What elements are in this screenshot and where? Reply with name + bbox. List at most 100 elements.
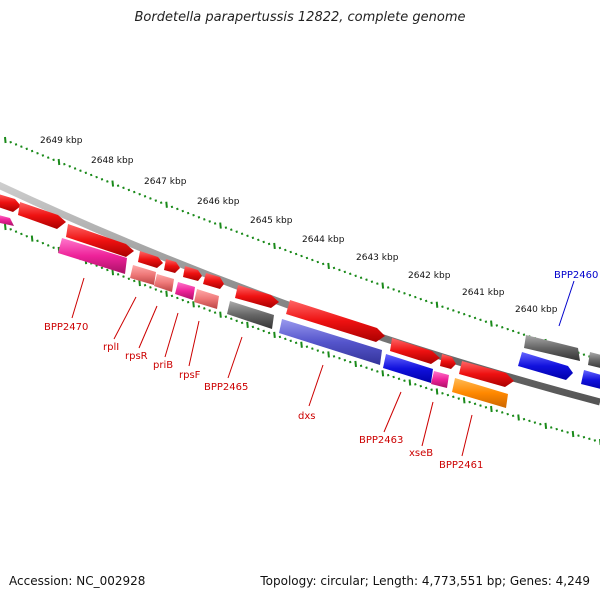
minor-tick	[25, 234, 29, 238]
minor-tick	[154, 288, 158, 291]
minor-tick	[386, 373, 390, 377]
major-tick	[490, 405, 493, 413]
gene-arrow[interactable]	[175, 282, 195, 300]
accession-label: Accession: NC_002928	[9, 574, 146, 588]
minor-tick	[116, 184, 120, 187]
major-tick	[273, 242, 276, 250]
tick-label: 2648 kbp	[91, 156, 134, 166]
map-title: Bordetella parapertussis 12822, complete…	[134, 10, 466, 25]
minor-tick	[484, 406, 488, 409]
gene-label-dxs[interactable]: dxs	[298, 411, 315, 422]
tick-label: 2646 kbp	[197, 197, 240, 207]
genome-backbone	[0, 181, 600, 406]
gene-arrow[interactable]	[164, 259, 180, 273]
gene-label-rpsr[interactable]: rpsR	[125, 351, 148, 362]
minor-tick	[343, 358, 347, 362]
minor-tick	[468, 400, 471, 404]
gene-arrow[interactable]	[440, 354, 456, 369]
minor-tick	[251, 325, 255, 329]
minor-tick	[116, 273, 120, 276]
minor-tick	[213, 222, 217, 225]
minor-tick	[246, 234, 249, 238]
gene-arrow[interactable]	[227, 301, 274, 329]
minor-tick	[392, 375, 395, 379]
gene-arrow[interactable]	[279, 319, 382, 365]
minor-tick	[192, 213, 195, 217]
gene-arrow[interactable]	[203, 273, 224, 289]
major-tick	[327, 351, 330, 358]
gene-arrow[interactable]	[0, 214, 14, 226]
minor-tick	[305, 256, 309, 260]
gene-label-xseb[interactable]: xseB	[409, 448, 433, 459]
minor-tick	[311, 258, 314, 262]
gene-label-prib[interactable]: priB	[153, 360, 173, 371]
gene-arrow[interactable]	[383, 354, 433, 383]
minor-tick	[305, 345, 309, 348]
minor-tick	[539, 422, 542, 426]
minor-tick	[479, 318, 482, 322]
minor-tick	[506, 327, 509, 331]
minor-tick	[484, 320, 488, 323]
minor-tick	[528, 419, 531, 423]
minor-tick	[365, 366, 368, 370]
minor-tick	[262, 329, 265, 333]
minor-tick	[582, 435, 586, 439]
minor-tick	[522, 333, 526, 336]
gene-arrow[interactable]	[18, 202, 66, 229]
gene-arrow[interactable]	[431, 371, 449, 388]
minor-tick	[9, 228, 12, 231]
gene-label-bpp2470[interactable]: BPP2470	[44, 322, 88, 333]
minor-tick	[213, 311, 217, 314]
minor-tick	[446, 307, 450, 310]
gene-label-bpp2460[interactable]: BPP2460	[554, 270, 598, 281]
gene-label-bpp2461[interactable]: BPP2461	[439, 460, 483, 471]
minor-tick	[224, 315, 228, 319]
gene-label-rpli[interactable]: rplI	[103, 342, 119, 353]
minor-tick	[138, 192, 141, 196]
minor-tick	[457, 311, 461, 314]
gene-arrow[interactable]	[183, 266, 202, 281]
gene-arrow[interactable]	[286, 300, 385, 342]
minor-tick	[284, 337, 287, 341]
minor-tick	[262, 240, 265, 244]
gene-arrow[interactable]	[130, 265, 156, 285]
minor-tick	[495, 324, 499, 327]
gene-arrow[interactable]	[66, 224, 134, 257]
minor-tick	[149, 197, 152, 200]
gene-arrow[interactable]	[194, 289, 219, 309]
minor-tick	[397, 377, 401, 381]
gene-arrow[interactable]	[459, 361, 514, 387]
gene-arrow[interactable]	[154, 274, 174, 292]
minor-tick	[522, 417, 526, 421]
gene-arrow[interactable]	[581, 370, 600, 390]
gene-label-bpp2463[interactable]: BPP2463	[359, 435, 403, 446]
gene-arrow[interactable]	[235, 285, 279, 308]
tick-label: 2644 kbp	[302, 235, 345, 245]
minor-tick	[197, 215, 201, 219]
gene-arrow[interactable]	[518, 352, 573, 380]
gene-arrow[interactable]	[58, 238, 127, 274]
label-leaders	[71, 277, 575, 457]
minor-tick	[588, 437, 591, 441]
minor-tick	[392, 288, 395, 291]
gene-arrow[interactable]	[390, 338, 440, 364]
gene-arrow[interactable]	[0, 193, 21, 212]
gene-arrow[interactable]	[452, 378, 508, 408]
gene-arrow[interactable]	[588, 352, 600, 369]
minor-tick	[122, 186, 125, 190]
minor-tick	[240, 232, 244, 236]
minor-tick	[533, 421, 537, 424]
gene-labels: BPP2470 rplI rpsR priB rpsF BPP2465 dxs …	[44, 270, 598, 471]
minor-tick	[20, 145, 23, 148]
minor-tick	[332, 266, 336, 270]
minor-tick	[36, 151, 39, 155]
gene-arrow[interactable]	[524, 335, 580, 361]
minor-tick	[73, 167, 77, 170]
gene-arrow[interactable]	[138, 251, 163, 268]
minor-tick	[495, 409, 499, 413]
gene-label-bpp2465[interactable]: BPP2465	[204, 382, 248, 393]
tick-label: 2643 kbp	[356, 253, 399, 263]
minor-tick	[500, 325, 504, 329]
gene-label-rpsf[interactable]: rpsF	[179, 370, 201, 381]
